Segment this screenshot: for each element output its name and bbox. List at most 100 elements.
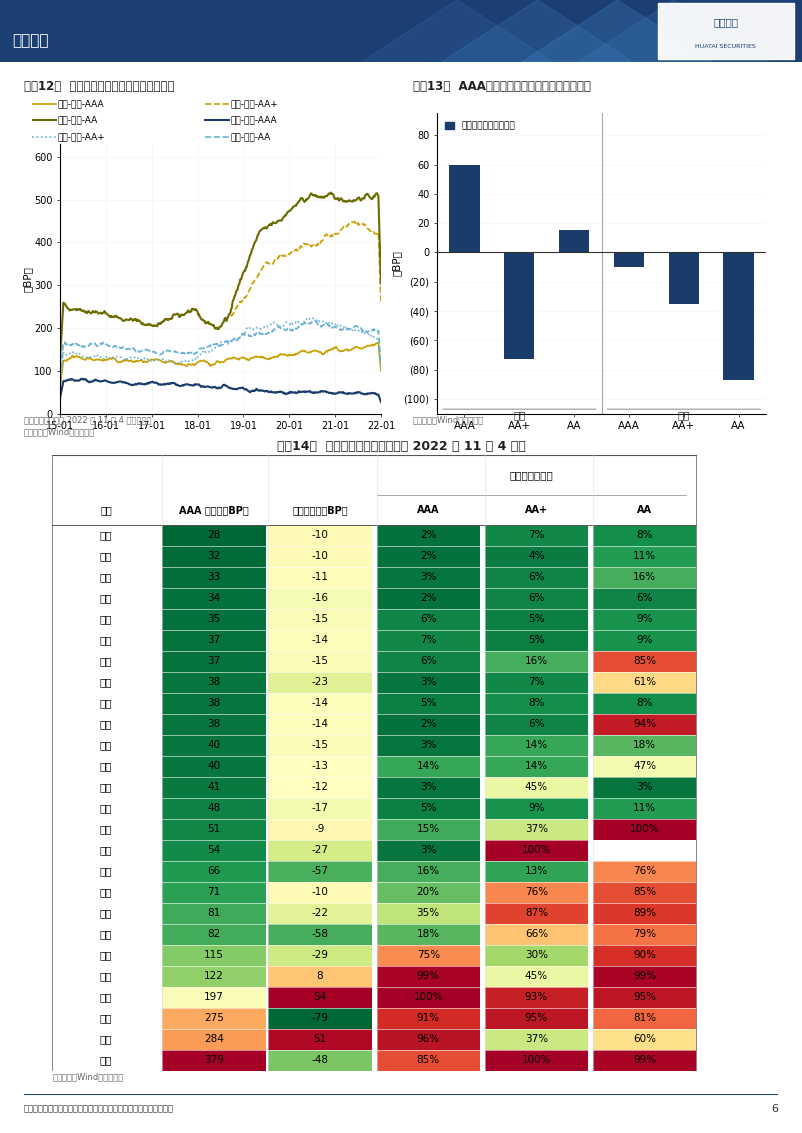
- Bar: [484, 588, 588, 608]
- Text: 7%: 7%: [420, 636, 436, 646]
- Bar: [669, 253, 699, 304]
- Bar: [658, 3, 794, 59]
- Text: -15: -15: [311, 740, 329, 750]
- Text: 6%: 6%: [528, 594, 545, 604]
- Bar: [162, 987, 265, 1007]
- Bar: [377, 714, 480, 735]
- Bar: [269, 861, 371, 881]
- Bar: [377, 840, 480, 861]
- Text: 浙江: 浙江: [100, 614, 112, 624]
- Text: 40: 40: [208, 740, 221, 750]
- Text: 9%: 9%: [528, 803, 545, 813]
- Bar: [269, 1029, 371, 1049]
- Text: 35: 35: [208, 614, 221, 624]
- Bar: [484, 525, 588, 546]
- Text: 广东: 广东: [100, 530, 112, 540]
- Bar: [593, 735, 696, 756]
- Bar: [377, 945, 480, 965]
- Text: 122: 122: [204, 971, 224, 981]
- Text: 8%: 8%: [636, 530, 653, 540]
- Text: 5%: 5%: [528, 636, 545, 646]
- Text: 注：数据统计截至 2022 年 11 月 4 日，右同。: 注：数据统计截至 2022 年 11 月 4 日，右同。: [24, 416, 152, 425]
- Bar: [269, 923, 371, 945]
- Text: 115: 115: [204, 951, 224, 961]
- Bar: [269, 881, 371, 903]
- Bar: [269, 987, 371, 1007]
- Bar: [593, 881, 696, 903]
- Text: 9%: 9%: [636, 636, 653, 646]
- Text: 95%: 95%: [525, 1013, 548, 1023]
- Text: 18%: 18%: [417, 929, 439, 939]
- Bar: [484, 672, 588, 693]
- Bar: [162, 945, 265, 965]
- Text: 9%: 9%: [636, 614, 653, 624]
- Text: 379: 379: [204, 1055, 224, 1065]
- Text: 山东: 山东: [100, 825, 112, 834]
- Text: 81: 81: [208, 909, 221, 918]
- Bar: [614, 253, 644, 267]
- Text: 四川: 四川: [100, 719, 112, 730]
- Bar: [484, 861, 588, 881]
- Bar: [377, 525, 480, 546]
- Text: 28: 28: [208, 530, 221, 540]
- Bar: [269, 965, 371, 987]
- Text: 产业-民企-AA+: 产业-民企-AA+: [230, 99, 278, 108]
- Bar: [162, 923, 265, 945]
- Bar: [484, 1029, 588, 1049]
- Bar: [559, 230, 589, 253]
- Text: 100%: 100%: [521, 1055, 551, 1065]
- Bar: [484, 651, 588, 672]
- Text: 3%: 3%: [420, 845, 436, 855]
- Text: -58: -58: [311, 929, 329, 939]
- Bar: [377, 455, 687, 495]
- Text: 贵州: 贵州: [100, 971, 112, 981]
- Text: 河北: 河北: [100, 783, 112, 792]
- Bar: [269, 546, 371, 566]
- Bar: [593, 798, 696, 819]
- Bar: [593, 756, 696, 777]
- Bar: [269, 714, 371, 735]
- Text: -15: -15: [311, 656, 329, 666]
- Text: 6%: 6%: [528, 572, 545, 582]
- Bar: [377, 881, 480, 903]
- Bar: [269, 945, 371, 965]
- Text: 38: 38: [208, 698, 221, 708]
- Bar: [484, 608, 588, 630]
- Bar: [162, 881, 265, 903]
- Bar: [593, 546, 696, 566]
- Bar: [377, 923, 480, 945]
- Bar: [162, 798, 265, 819]
- Bar: [377, 566, 480, 588]
- Text: 81%: 81%: [633, 1013, 656, 1023]
- Text: 54: 54: [314, 993, 326, 1003]
- Text: 38: 38: [208, 719, 221, 730]
- Bar: [269, 819, 371, 840]
- Text: 2%: 2%: [420, 594, 436, 604]
- Bar: [162, 651, 265, 672]
- Text: 4%: 4%: [528, 552, 545, 562]
- Bar: [269, 1049, 371, 1071]
- Bar: [162, 630, 265, 651]
- Text: 197: 197: [204, 993, 224, 1003]
- Bar: [593, 1007, 696, 1029]
- Text: 16%: 16%: [525, 656, 548, 666]
- Text: 吉林: 吉林: [100, 1034, 112, 1045]
- Bar: [484, 965, 588, 987]
- Text: 2%: 2%: [420, 530, 436, 540]
- Bar: [269, 735, 371, 756]
- Text: 山西: 山西: [100, 867, 112, 876]
- Text: 48: 48: [208, 803, 221, 813]
- Bar: [377, 965, 480, 987]
- Bar: [377, 1029, 480, 1049]
- Bar: [593, 819, 696, 840]
- Text: 100%: 100%: [521, 845, 551, 855]
- Text: 重庆: 重庆: [100, 656, 112, 666]
- Text: -10: -10: [312, 530, 329, 540]
- Text: 3%: 3%: [636, 783, 653, 792]
- Bar: [504, 253, 534, 359]
- Bar: [593, 651, 696, 672]
- Text: -23: -23: [311, 678, 329, 688]
- Bar: [484, 1049, 588, 1071]
- Bar: [162, 735, 265, 756]
- Bar: [162, 965, 265, 987]
